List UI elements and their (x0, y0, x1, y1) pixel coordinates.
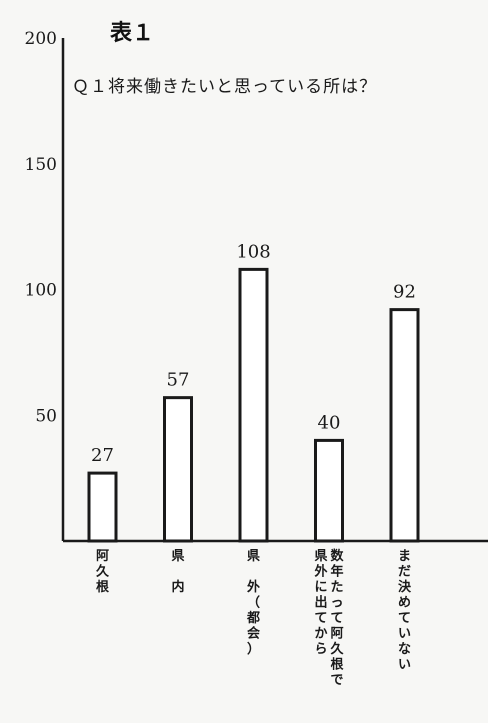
svg-text:久: 久 (330, 641, 344, 657)
category-label: 県 内 (171, 549, 184, 595)
svg-text:外: 外 (313, 564, 327, 580)
svg-text:）: ） (247, 641, 260, 657)
value-label: 27 (91, 445, 114, 466)
svg-text:て: て (330, 611, 343, 626)
svg-text:か: か (314, 627, 327, 642)
svg-text:会: 会 (247, 626, 261, 642)
bar (389, 308, 420, 543)
svg-text:い: い (398, 658, 411, 673)
svg-text:阿: 阿 (330, 627, 343, 642)
value-label: 92 (393, 282, 416, 303)
svg-text:な: な (398, 642, 411, 657)
category-label: 阿久根 (96, 549, 110, 595)
svg-text:決: 決 (398, 579, 412, 595)
svg-text:外: 外 (246, 579, 260, 595)
svg-text:っ: っ (330, 596, 343, 611)
category-label: 県 外（都会） (246, 549, 261, 657)
svg-text:出: 出 (314, 595, 327, 611)
bars (87, 267, 420, 543)
y-tick-label: 100 (25, 281, 57, 301)
svg-text:て: て (398, 611, 411, 626)
svg-text:に: に (314, 580, 327, 595)
svg-text:阿: 阿 (96, 549, 109, 564)
svg-text:数: 数 (330, 548, 344, 564)
svg-text:県: 県 (247, 549, 260, 564)
svg-text:だ: だ (398, 565, 411, 580)
svg-text:て: て (314, 611, 327, 626)
y-tick-label: 50 (35, 406, 57, 426)
value-labels: 27 57 108 40 92 (91, 241, 416, 466)
value-label: 57 (167, 370, 190, 391)
y-tick-label: 150 (25, 155, 57, 175)
svg-text:久: 久 (96, 564, 110, 580)
bar (238, 267, 269, 543)
value-label: 40 (318, 412, 341, 433)
chart-question: Ｑ１将来働きたいと思っている所は？ (72, 77, 377, 97)
y-tick-labels: 50 100 150 200 (25, 29, 57, 426)
svg-text:め: め (398, 596, 411, 611)
bar (314, 438, 344, 543)
svg-text:年: 年 (330, 564, 343, 580)
svg-text:た: た (330, 580, 343, 595)
svg-text:県: 県 (314, 549, 327, 564)
svg-text:県: 県 (171, 549, 184, 564)
svg-text:ら: ら (314, 642, 327, 657)
svg-text:ま: ま (398, 549, 411, 564)
svg-text:都: 都 (246, 610, 260, 626)
bar (163, 396, 193, 543)
value-label: 108 (236, 241, 270, 262)
bar (87, 471, 118, 543)
svg-text:根: 根 (96, 579, 110, 595)
svg-text:（: （ (247, 595, 260, 611)
svg-text:内: 内 (171, 579, 184, 595)
y-tick-label: 200 (25, 29, 57, 49)
svg-text:根: 根 (330, 657, 344, 673)
svg-text:い: い (398, 627, 411, 642)
chart-title: 表１ (110, 20, 154, 46)
svg-text:で: で (330, 673, 343, 688)
